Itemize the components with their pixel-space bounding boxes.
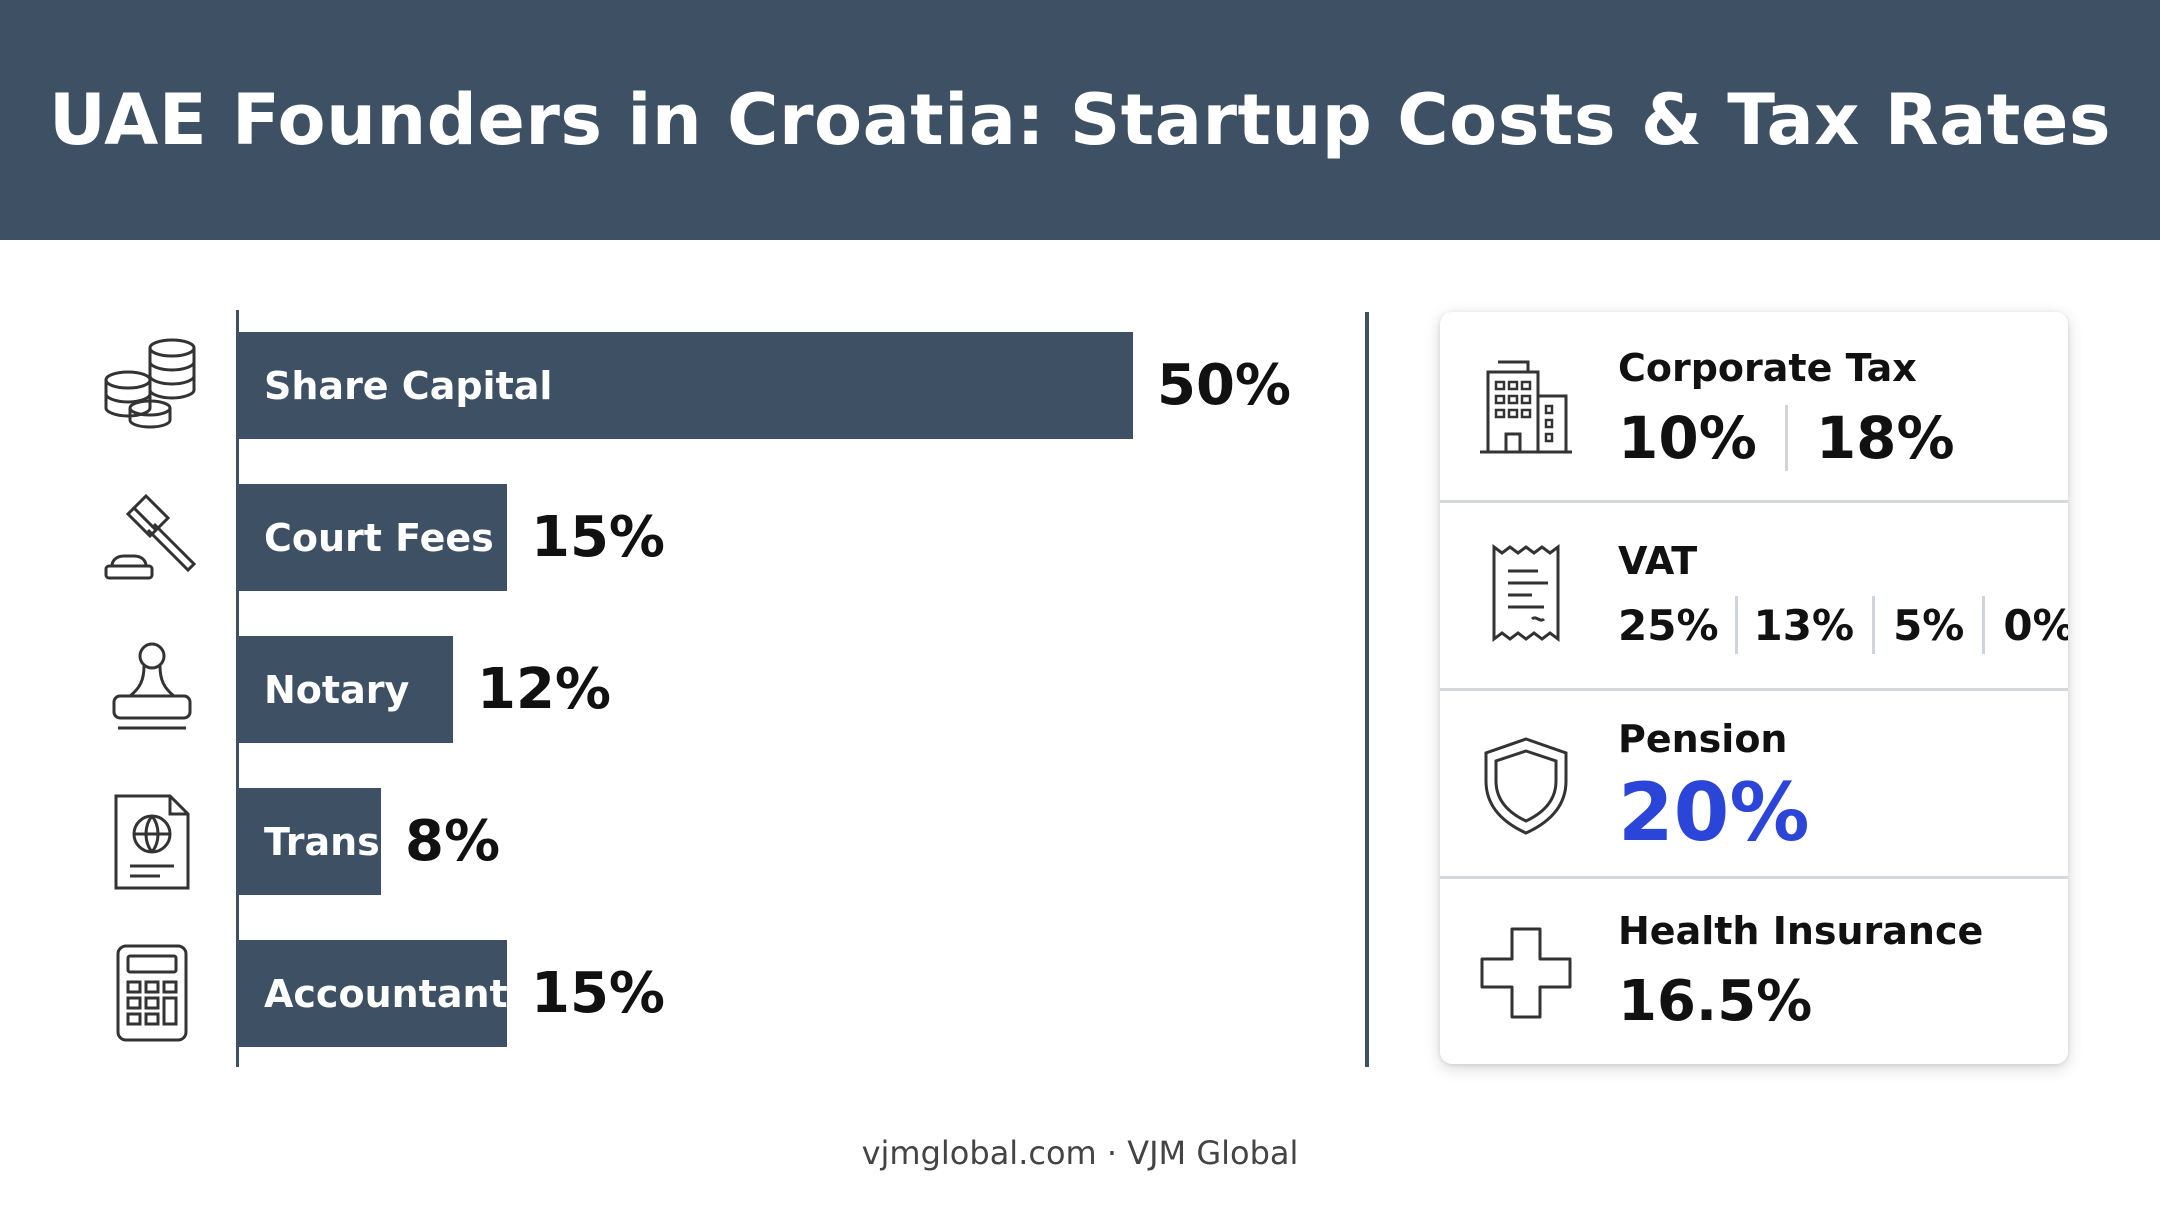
bar-value-label: 50% [1157,353,1292,418]
section-title: Corporate Tax [1618,346,1917,390]
rate-value: 13% [1753,600,1855,650]
bar-label: Court Fees [264,515,494,560]
building-icon [1480,360,1572,454]
corporate-tax-section: Corporate Tax 10% 18% [1440,312,2068,500]
bar-value-label: 12% [477,657,612,722]
bar-accountant: Accountant [238,940,508,1047]
startup-cost-chart: Share Capital 50% Court Fees 15% Notary … [0,310,1320,1070]
bar-row-court-fees: Court Fees 15% [0,484,1320,591]
rate-separator [1982,596,1986,654]
bar-row-share-capital: Share Capital 50% [0,332,1320,439]
health-insurance-section: Health Insurance 16.5% [1440,876,2068,1064]
bar-trans: Trans [238,788,381,895]
page-title: UAE Founders in Croatia: Startup Costs &… [48,79,2112,161]
rate-value: 25% [1618,600,1719,650]
bar-label: Notary [264,667,410,712]
medical-cross-icon [1480,927,1572,1019]
bar-row-trans: Trans 8% [0,788,1320,895]
bar-notary: Notary [238,636,453,743]
stamp-icon [112,642,192,730]
rate-value-highlight: 20% [1618,765,1810,859]
rate-separator [1734,596,1738,654]
rate-group: 25% 13% 5% 0% [1618,593,2068,657]
bar-value-label: 15% [531,961,666,1026]
rate-group: 16.5% [1618,963,1812,1039]
rate-value: 5% [1893,600,1965,650]
bar-label: Trans [264,819,380,864]
bar-value-label: 8% [405,809,501,874]
vat-section: VAT 25% 13% 5% 0% [1440,500,2068,688]
bar-court-fees: Court Fees [238,484,507,591]
bar-share-capital: Share Capital [238,332,1133,439]
passport-icon [114,794,190,890]
footer-credit: vjmglobal.com · VJM Global [861,1134,1299,1172]
bar-label: Share Capital [264,363,553,408]
pension-section: Pension 20% [1440,688,2068,876]
gavel-icon [104,493,197,580]
rate-value: 10% [1618,404,1757,472]
section-title: Pension [1618,717,1788,761]
rate-group: 20% [1618,765,1810,859]
bar-row-notary: Notary 12% [0,636,1320,743]
bar-label: Accountant [264,971,508,1016]
header-banner: UAE Founders in Croatia: Startup Costs &… [0,0,2160,240]
rate-separator [1872,596,1876,654]
rate-group: 10% 18% [1618,398,1955,478]
calculator-icon [116,944,188,1042]
section-title: Health Insurance [1618,909,1984,953]
tax-rates-card: Corporate Tax 10% 18% VAT 25% 13% 5% 0% … [1440,312,2068,1064]
chart-axis-line [236,310,239,1067]
rate-separator [1784,405,1788,471]
rate-value: 0% [2003,600,2068,650]
receipt-icon [1492,544,1560,642]
coin-stack-icon [104,338,196,429]
rate-value: 16.5% [1618,968,1813,1034]
vertical-divider [1365,312,1369,1067]
rate-value: 18% [1815,404,1955,472]
section-title: VAT [1618,539,1698,583]
bar-value-label: 15% [531,505,666,570]
bar-row-accountant: Accountant 15% [0,940,1320,1047]
shield-icon [1484,737,1568,835]
